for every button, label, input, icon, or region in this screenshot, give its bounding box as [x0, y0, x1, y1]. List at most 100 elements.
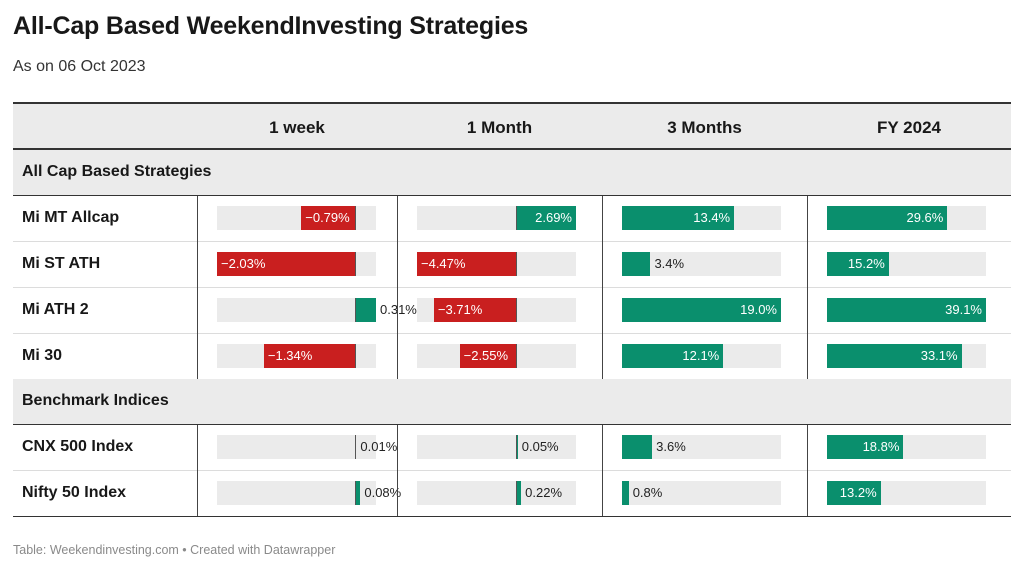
- bar-track: 18.8%: [827, 435, 986, 459]
- data-bar: [433, 298, 517, 322]
- column-divider: [197, 425, 198, 516]
- zero-line: [516, 252, 518, 276]
- data-label: 13.2%: [839, 485, 877, 500]
- zero-line: [354, 252, 356, 276]
- data-label: 0.8%: [632, 485, 663, 500]
- group-header-label: Benchmark Indices: [22, 392, 169, 409]
- group-rule: [13, 195, 1011, 196]
- data-bar: [354, 298, 376, 322]
- data-label: −2.55%: [463, 348, 509, 363]
- row-label: Mi ST ATH: [22, 255, 101, 272]
- data-label: 29.6%: [906, 210, 944, 225]
- data-label: 15.2%: [847, 256, 885, 271]
- bar-track: −3.71%: [417, 298, 576, 322]
- group-header-label: All Cap Based Strategies: [22, 163, 212, 180]
- page-subtitle: As on 06 Oct 2023: [13, 58, 146, 75]
- bar-track: 0.08%: [217, 481, 401, 505]
- data-bar: [622, 344, 724, 368]
- data-label: 0.05%: [521, 439, 559, 454]
- bar-track: 33.1%: [827, 344, 986, 368]
- zero-line: [354, 435, 356, 459]
- bar-track: 13.2%: [827, 481, 986, 505]
- zero-line: [354, 298, 356, 322]
- table-header-rule: [13, 148, 1011, 150]
- bar-track: 39.1%: [827, 298, 986, 322]
- column-header-fy-2024[interactable]: FY 2024: [877, 118, 941, 137]
- data-label: 0.01%: [360, 439, 398, 454]
- data-bar: [417, 252, 517, 276]
- page-title: All-Cap Based WeekendInvesting Strategie…: [13, 12, 529, 40]
- data-bar: [516, 206, 576, 230]
- column-divider: [602, 196, 603, 379]
- zero-line: [516, 435, 518, 459]
- bar-track: 29.6%: [827, 206, 986, 230]
- bar-track: −2.03%: [217, 252, 376, 276]
- zero-line: [516, 298, 518, 322]
- data-label: 0.08%: [364, 485, 402, 500]
- row-divider: [13, 287, 1011, 288]
- row-label: Mi ATH 2: [22, 301, 89, 318]
- column-header-1-month[interactable]: 1 Month: [466, 118, 533, 137]
- column-divider: [397, 425, 398, 516]
- column-divider: [807, 196, 808, 379]
- performance-table: 1 week 1 Month 3 Months FY 2024 All Cap …: [13, 102, 1011, 518]
- data-label: 33.1%: [920, 348, 958, 363]
- bar-track: 19.0%: [622, 298, 781, 322]
- data-bar: [827, 206, 948, 230]
- column-divider: [397, 196, 398, 379]
- data-label: 0.31%: [380, 302, 417, 317]
- zero-line: [516, 344, 518, 368]
- column-divider: [602, 425, 603, 516]
- data-label: −1.34%: [267, 348, 313, 363]
- table-header: 1 week 1 Month 3 Months FY 2024: [13, 104, 1011, 149]
- data-label: 19.0%: [740, 302, 777, 317]
- group-rule: [13, 424, 1011, 425]
- row-divider: [13, 470, 1011, 471]
- column-divider: [807, 425, 808, 516]
- data-bar: [622, 435, 653, 459]
- data-bar: [622, 252, 651, 276]
- zero-line: [516, 481, 518, 505]
- data-bar: [827, 435, 904, 459]
- data-label: 12.1%: [682, 348, 720, 363]
- row-label: CNX 500 Index: [22, 438, 134, 455]
- data-bar: [622, 298, 781, 322]
- table-footer: Table: Weekendinvesting.com • Created wi…: [13, 543, 336, 557]
- row-label: Mi MT Allcap: [22, 209, 120, 226]
- bar-track: 3.6%: [622, 435, 781, 459]
- bar-track: −0.79%: [217, 206, 376, 230]
- bar-track: 12.1%: [622, 344, 781, 368]
- data-bar: [354, 481, 361, 505]
- data-label: −0.79%: [305, 210, 350, 225]
- bar-track: −4.47%: [417, 252, 576, 276]
- zero-line: [516, 206, 518, 230]
- data-bar: [263, 344, 355, 368]
- data-bar: [827, 344, 962, 368]
- bar-track: −1.34%: [217, 344, 376, 368]
- data-bar: [827, 298, 986, 322]
- column-header-1-week[interactable]: 1 week: [269, 118, 325, 137]
- row-divider: [13, 241, 1011, 242]
- data-bar: [827, 252, 889, 276]
- data-label: 3.6%: [656, 439, 686, 454]
- group-header-all-cap-based-strategies: All Cap Based Strategies: [13, 150, 1011, 195]
- column-header-3-months[interactable]: 3 Months: [667, 118, 742, 137]
- data-bar: [301, 206, 355, 230]
- bar-track: 0.05%: [417, 435, 576, 459]
- bar-track: 0.22%: [417, 481, 576, 505]
- bar-track: 2.69%: [417, 206, 576, 230]
- data-label: 13.4%: [693, 210, 731, 225]
- row-label: Nifty 50 Index: [22, 484, 127, 501]
- table-bottom-rule: [13, 516, 1011, 517]
- data-label: 0.22%: [525, 485, 563, 500]
- zero-line: [354, 481, 356, 505]
- bar-track: 3.4%: [622, 252, 781, 276]
- data-bar: [827, 481, 881, 505]
- data-label: −4.47%: [421, 256, 466, 271]
- data-label: 18.8%: [862, 439, 900, 454]
- data-bar: [622, 481, 629, 505]
- data-bar: [622, 206, 735, 230]
- group-header-benchmark-indices: Benchmark Indices: [13, 379, 1011, 424]
- data-bar: [217, 252, 355, 276]
- bar-track: 13.4%: [622, 206, 781, 230]
